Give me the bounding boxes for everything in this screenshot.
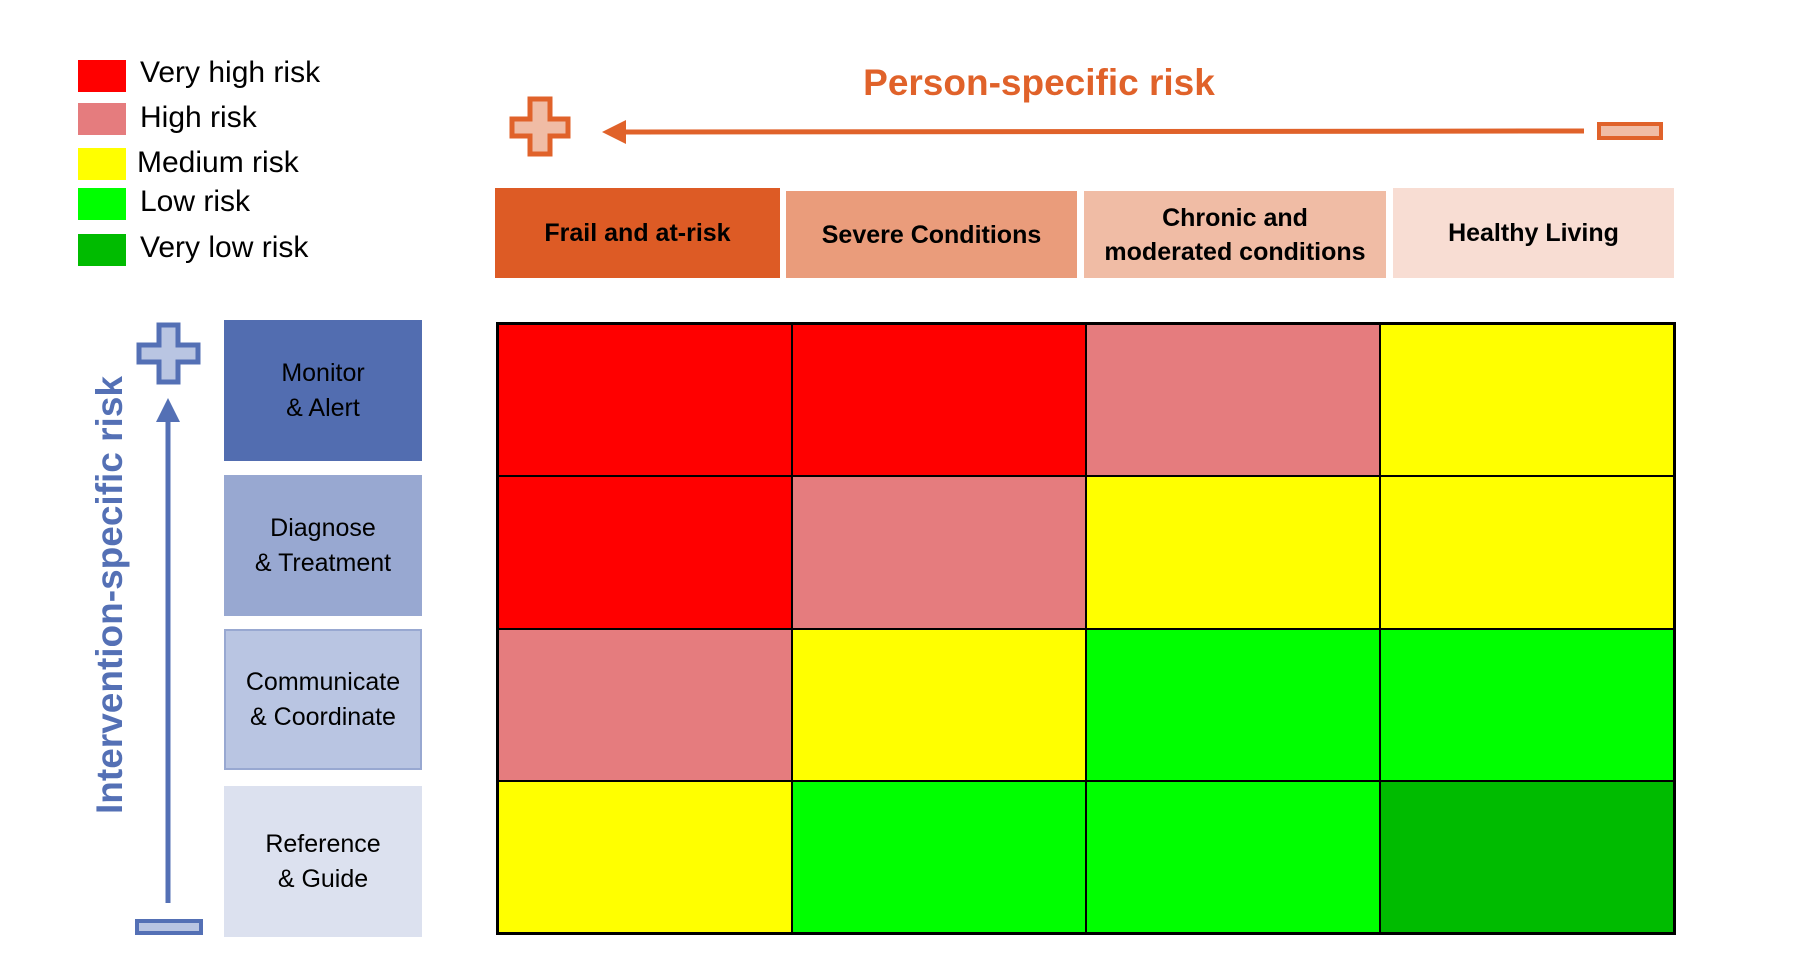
risk-cell [1380,780,1674,933]
risk-cell [792,324,1086,477]
y-axis-title: Intervention-specific risk [89,376,130,814]
row-header-communicate: Communicate & Coordinate [224,629,422,770]
risk-cell [1086,628,1380,781]
risk-cell [498,476,792,629]
legend-swatch-very-low [78,234,126,266]
x-minus-icon [1597,122,1663,140]
column-header-severe: Severe Conditions [786,191,1077,278]
risk-cell [792,628,1086,781]
x-arrow-left-icon [602,120,1585,144]
risk-cell [1086,324,1380,477]
row-header-reference: Reference & Guide [224,786,422,937]
risk-cell [792,476,1086,629]
legend-swatch-high [78,103,126,135]
row-label: Reference [265,829,381,858]
row-label-line2: & Alert [286,393,360,422]
legend-swatch-very-high [78,60,126,92]
risk-cell [498,780,792,933]
risk-cell [1086,476,1380,629]
column-header-healthy: Healthy Living [1393,188,1674,278]
y-arrow-up-icon [156,398,180,903]
column-label: Frail and at-risk [544,219,731,247]
row-label: Monitor [281,358,365,387]
legend-label: Very low risk [140,231,309,264]
row-label-line2: & Coordinate [250,702,396,731]
legend-label: High risk [140,101,257,134]
risk-cell [498,324,792,477]
column-label: Chronic and [1162,203,1308,232]
y-plus-icon [136,322,201,385]
row-header-monitor: Monitor & Alert [224,320,422,461]
legend-swatch-low [78,188,126,220]
column-label: Healthy Living [1448,219,1619,247]
y-minus-icon [135,919,203,935]
legend-label: Very high risk [140,56,321,89]
row-label: Communicate [245,667,401,696]
risk-cell [1380,628,1674,781]
row-label: Diagnose [270,513,376,542]
risk-cell [498,628,792,781]
risk-cell [1380,324,1674,477]
risk-grid [496,322,1676,935]
risk-cell [1380,476,1674,629]
column-header-frail: Frail and at-risk [495,188,780,278]
legend-label: Medium risk [137,146,299,179]
legend-swatch-medium [78,148,126,180]
row-label-line2: & Treatment [254,548,392,577]
x-axis-title: Person-specific risk [863,62,1215,103]
risk-cell [792,780,1086,933]
row-header-diagnose: Diagnose & Treatment [224,475,422,616]
column-label-line2: moderated conditions [1104,237,1366,266]
x-plus-icon [509,96,571,157]
row-label-line2: & Guide [277,864,369,893]
column-label: Severe Conditions [821,220,1042,249]
legend-label: Low risk [140,185,251,218]
risk-cell [1086,780,1380,933]
column-header-chronic: Chronic and moderated conditions [1084,191,1386,278]
